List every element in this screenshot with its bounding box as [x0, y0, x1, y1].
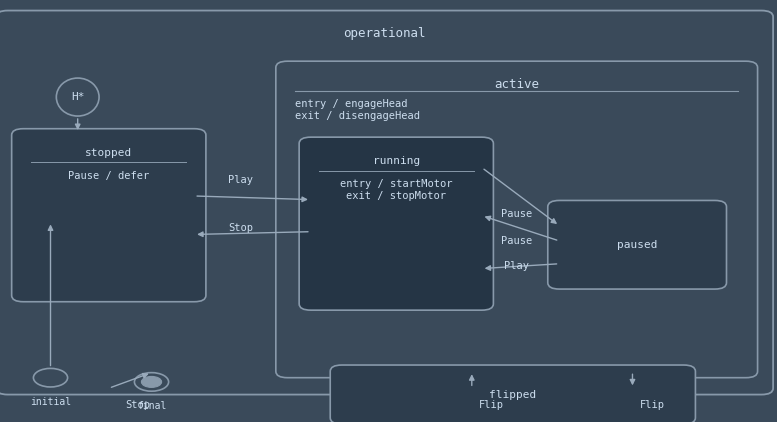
Text: Pause: Pause — [501, 236, 532, 246]
Text: Stop: Stop — [125, 400, 151, 410]
Text: initial: initial — [30, 397, 71, 407]
FancyBboxPatch shape — [276, 61, 758, 378]
Circle shape — [141, 376, 162, 387]
Text: Flip: Flip — [639, 400, 664, 410]
FancyBboxPatch shape — [548, 200, 726, 289]
Text: Pause / defer: Pause / defer — [68, 171, 149, 181]
FancyBboxPatch shape — [12, 129, 206, 302]
Text: Play: Play — [228, 175, 253, 185]
Text: paused: paused — [617, 240, 657, 250]
Text: running: running — [373, 156, 420, 166]
Text: operational: operational — [343, 27, 426, 41]
Text: flipped: flipped — [490, 390, 536, 400]
FancyBboxPatch shape — [299, 137, 493, 310]
Text: Stop: Stop — [228, 223, 253, 233]
Text: Pause: Pause — [501, 209, 532, 219]
Ellipse shape — [56, 78, 99, 116]
FancyBboxPatch shape — [330, 365, 695, 422]
Text: active: active — [494, 78, 539, 91]
Text: stopped: stopped — [85, 148, 132, 158]
Text: H*: H* — [71, 92, 85, 102]
Text: entry / engageHead
exit / disengageHead: entry / engageHead exit / disengageHead — [295, 99, 420, 121]
Text: Flip: Flip — [479, 400, 503, 410]
Text: Play: Play — [504, 261, 529, 271]
FancyBboxPatch shape — [0, 11, 773, 395]
Text: entry / startMotor
exit / stopMotor: entry / startMotor exit / stopMotor — [340, 179, 452, 201]
Text: final: final — [137, 401, 166, 411]
